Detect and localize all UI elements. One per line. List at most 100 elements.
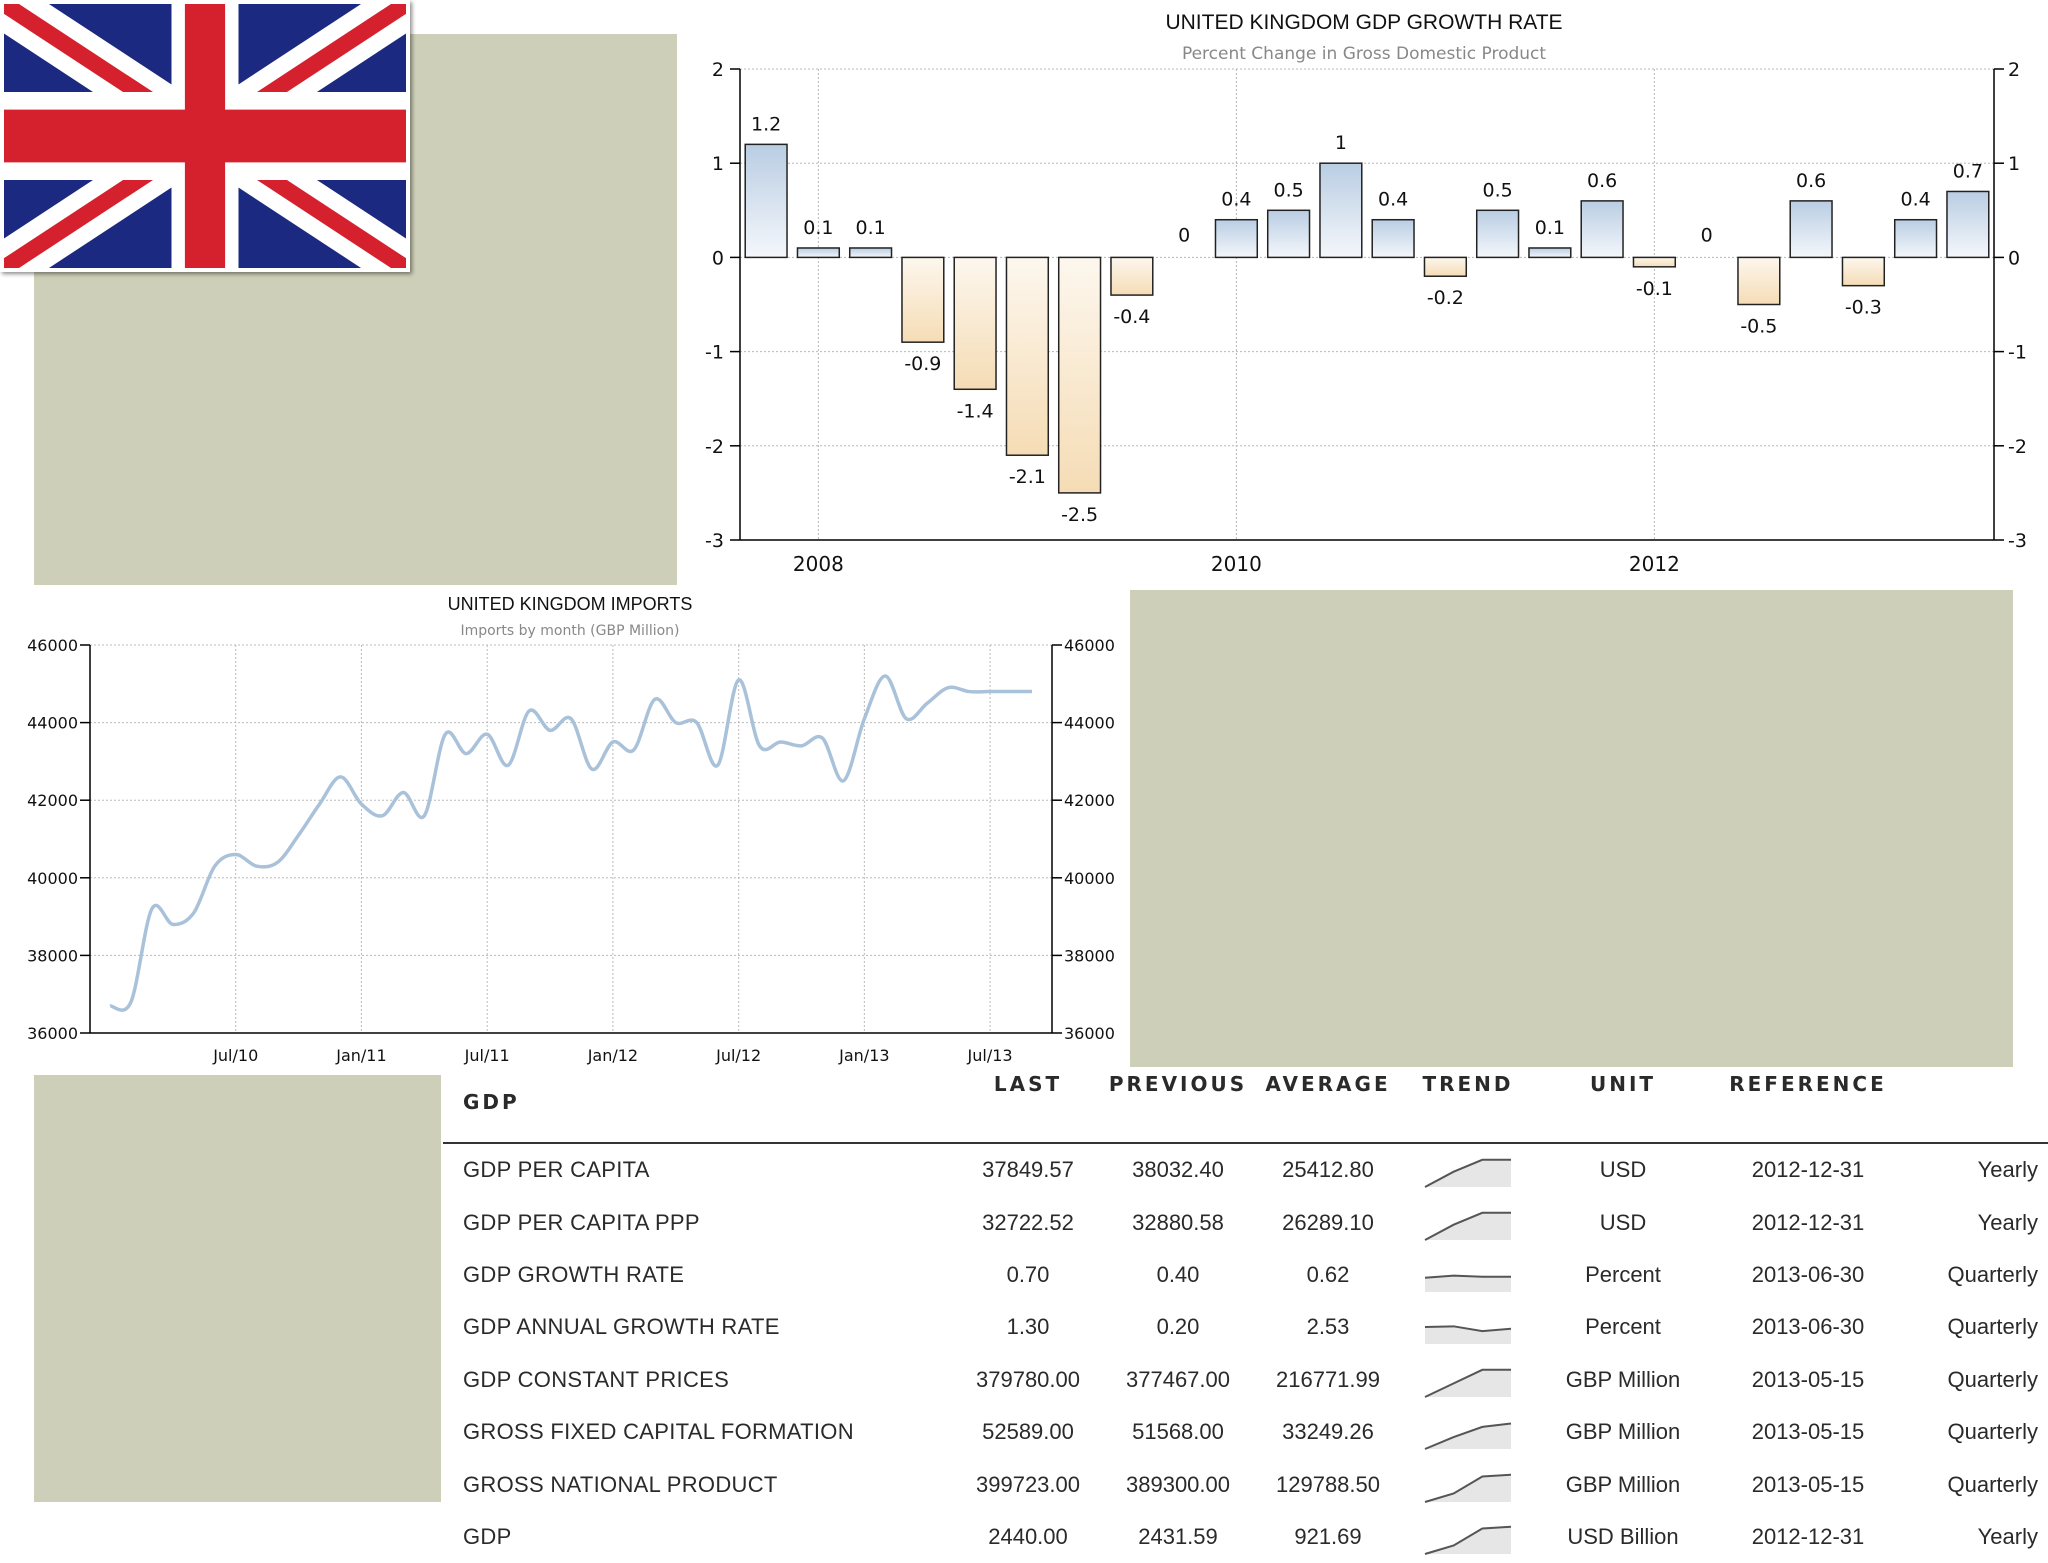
value-previous: 0.40 xyxy=(1156,1261,1200,1287)
table-row[interactable]: GDP 2440.00 2431.59 921.69 USD Billion 2012-1… xyxy=(443,1511,2048,1563)
gdp-bar-data-label: 0.1 xyxy=(1535,217,1565,239)
trend-cell xyxy=(1403,1301,1533,1353)
gdp-bar-data-label: -2.1 xyxy=(1009,466,1046,488)
table-row[interactable]: GDP CONSTANT PRICES 379780.00 377467.00 216… xyxy=(443,1354,2048,1406)
gdp-bar xyxy=(1266,209,1311,259)
trend-sparkline-icon xyxy=(1424,1211,1511,1241)
value-average: 25412.80 xyxy=(1282,1157,1374,1183)
gdp-bar xyxy=(848,247,893,259)
gdp-y-tick-label-right: 2 xyxy=(2008,59,2020,81)
value-reference: 2012-12-31 xyxy=(1751,1523,1865,1549)
table-row[interactable]: GDP PER CAPITA 37849.57 38032.40 25412.80 US… xyxy=(443,1143,2048,1196)
imports-chart-svg: UNITED KINGDOM IMPORTS Imports by month … xyxy=(27,594,1115,1065)
value-frequency: Yearly xyxy=(1977,1157,2038,1183)
trend-area xyxy=(1425,1275,1511,1292)
value-last: 0.70 xyxy=(1006,1261,1050,1287)
gdp-bar-data-label: 0.4 xyxy=(1378,189,1408,211)
indicator-name-link[interactable]: GROSS NATIONAL PRODUCT xyxy=(463,1471,778,1497)
indicator-name-link[interactable]: GDP xyxy=(463,1523,512,1549)
value-frequency: Quarterly xyxy=(1947,1366,2038,1392)
gdp-bar-data-label: -0.1 xyxy=(1636,278,1673,300)
value-unit: GBP Million xyxy=(1565,1419,1681,1445)
gdp-bar xyxy=(1423,256,1468,277)
gdp-growth-chart: UNITED KINGDOM GDP GROWTH RATE Percent C… xyxy=(680,0,2048,585)
gdp-y-tick-label-right: -2 xyxy=(2008,436,2027,458)
value-reference: 2013-06-30 xyxy=(1751,1261,1865,1287)
value-last: 37849.57 xyxy=(982,1157,1074,1183)
gdp-bar xyxy=(1475,209,1520,259)
gdp-bar-data-label: 1 xyxy=(1335,132,1347,154)
value-frequency: Yearly xyxy=(1977,1523,2038,1549)
table-row[interactable]: GDP GROWTH RATE 0.70 0.40 0.62 Percent 2013-0… xyxy=(443,1249,2048,1301)
imports-y-tick-label-left: 46000 xyxy=(27,636,78,655)
trend-line xyxy=(1424,1325,1512,1333)
indicators-table-container: GDP LAST PREVIOUS AVERAGE TREND UNIT REF… xyxy=(443,1062,2048,1555)
indicator-name-link[interactable]: GDP CONSTANT PRICES xyxy=(463,1366,730,1392)
value-previous: 377467.00 xyxy=(1126,1366,1230,1392)
imports-chart-subtitle: Imports by month (GBP Million) xyxy=(460,623,679,639)
indicator-name-link[interactable]: GDP PER CAPITA xyxy=(463,1157,650,1183)
indicator-name-link[interactable]: GROSS FIXED CAPITAL FORMATION xyxy=(463,1419,854,1445)
table-row[interactable]: GROSS NATIONAL PRODUCT 399723.00 389300.00… xyxy=(443,1458,2048,1510)
gdp-bar xyxy=(744,143,788,259)
table-section-title: GDP xyxy=(443,1062,953,1144)
gdp-bar-data-label: 0.4 xyxy=(1901,189,1931,211)
gdp-bar-data-label: 0.5 xyxy=(1483,179,1513,201)
column-header-reference[interactable]: REFERENCE xyxy=(1713,1062,1903,1144)
value-reference: 2013-05-15 xyxy=(1751,1471,1865,1497)
trend-sparkline-icon xyxy=(1424,1525,1512,1555)
column-header-unit: UNIT xyxy=(1533,1062,1713,1144)
trend-cell xyxy=(1403,1196,1533,1248)
trend-sparkline-icon xyxy=(1424,1274,1511,1292)
imports-y-tick-label-right: 44000 xyxy=(1064,714,1115,733)
gdp-y-tick-label-left: 0 xyxy=(712,247,724,269)
gdp-bar xyxy=(1110,256,1154,296)
trend-cell xyxy=(1403,1249,1533,1301)
gdp-bar-data-label: 0 xyxy=(1701,224,1713,246)
trend-sparkline-icon xyxy=(1424,1473,1512,1503)
gdp-bar xyxy=(1528,247,1572,259)
value-average: 33249.26 xyxy=(1282,1419,1374,1445)
value-average: 2.53 xyxy=(1306,1314,1350,1340)
column-header-frequency xyxy=(1903,1062,2048,1144)
gdp-y-tick-label-right: 1 xyxy=(2008,153,2020,175)
gdp-bar-data-label: 0.4 xyxy=(1221,189,1251,211)
value-reference: 2012-12-31 xyxy=(1751,1209,1865,1235)
flag-cross-red xyxy=(4,4,406,268)
trend-line xyxy=(1424,1473,1512,1503)
gdp-bar-data-label: 0.1 xyxy=(803,217,833,239)
table-row[interactable]: GDP ANNUAL GROWTH RATE 1.30 0.20 2.53 Percen… xyxy=(443,1301,2048,1353)
trend-sparkline-icon xyxy=(1424,1422,1512,1451)
gdp-bar xyxy=(1893,218,1938,259)
flag-frame xyxy=(0,0,410,272)
indicator-name-link[interactable]: GDP PER CAPITA PPP xyxy=(463,1209,700,1235)
gdp-bar xyxy=(1371,218,1415,259)
value-frequency: Quarterly xyxy=(1947,1261,2038,1287)
table-row[interactable]: GROSS FIXED CAPITAL FORMATION 52589.00 515… xyxy=(443,1406,2048,1458)
trend-cell xyxy=(1403,1354,1533,1406)
imports-y-tick-label-left: 40000 xyxy=(27,869,78,888)
imports-y-tick-label-right: 46000 xyxy=(1064,636,1115,655)
table-row[interactable]: GDP PER CAPITA PPP 32722.52 32880.58 26289.… xyxy=(443,1196,2048,1248)
gdp-bar-data-label: -0.9 xyxy=(904,353,941,375)
gdp-bar xyxy=(1841,256,1886,287)
value-frequency: Quarterly xyxy=(1947,1419,2038,1445)
value-unit: Percent xyxy=(1585,1261,1661,1287)
gdp-bar-data-label: -0.3 xyxy=(1845,297,1882,319)
indicator-name-link[interactable]: GDP ANNUAL GROWTH RATE xyxy=(463,1314,780,1340)
column-header-trend: TREND xyxy=(1403,1062,1533,1144)
trend-line xyxy=(1424,1422,1512,1451)
column-header-last[interactable]: LAST xyxy=(953,1062,1103,1144)
value-previous: 2431.59 xyxy=(1138,1523,1218,1549)
gdp-bar xyxy=(1005,256,1050,456)
gdp-bar-data-label: -1.4 xyxy=(957,400,994,422)
trend-cell xyxy=(1403,1458,1533,1510)
column-header-previous[interactable]: PREVIOUS xyxy=(1103,1062,1253,1144)
placeholder-block-middle-right xyxy=(1130,590,2013,1067)
indicator-name-link[interactable]: GDP GROWTH RATE xyxy=(463,1261,685,1287)
imports-x-tick-label: Jul/10 xyxy=(212,1046,258,1065)
trend-area xyxy=(1425,1474,1511,1502)
column-header-average[interactable]: AVERAGE xyxy=(1253,1062,1403,1144)
trend-sparkline-icon xyxy=(1424,1158,1511,1189)
gdp-y-tick-label-right: -1 xyxy=(2008,342,2027,364)
